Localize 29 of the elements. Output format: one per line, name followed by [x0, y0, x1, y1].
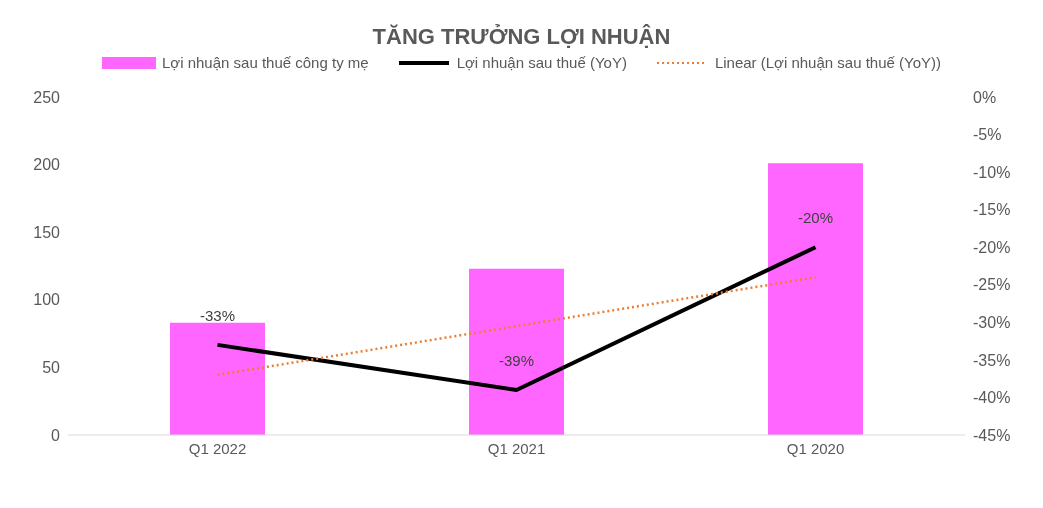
y-tick-label: 50 — [42, 359, 61, 377]
chart-title: TĂNG TRƯỞNG LỢI NHUẬN — [371, 24, 672, 50]
y2-tick-label: -5% — [973, 126, 1002, 144]
data-label: -39% — [498, 351, 535, 369]
y-tick-label: 250 — [33, 88, 61, 106]
y2-tick-label: 0% — [973, 88, 997, 106]
y2-tick-label: -25% — [973, 276, 1011, 294]
bar — [469, 268, 564, 435]
y2-tick-label: -30% — [973, 314, 1011, 332]
x-tick-label: Q1 2022 — [188, 439, 247, 457]
y-tick-label: 0 — [51, 426, 61, 444]
y2-tick-label: -45% — [973, 426, 1011, 444]
bar — [768, 163, 863, 435]
legend-label: Linear (Lợi nhuận sau thuế (YoY)) — [714, 54, 941, 71]
y-tick-label: 200 — [33, 156, 61, 174]
y-tick-label: 100 — [33, 291, 61, 309]
data-label: -20% — [797, 209, 834, 227]
x-tick-label: Q1 2021 — [487, 439, 546, 457]
y2-tick-label: -40% — [973, 389, 1011, 407]
y2-tick-label: -20% — [973, 238, 1011, 256]
y2-tick-label: -35% — [973, 351, 1011, 369]
bar — [170, 322, 265, 435]
y-tick-label: 150 — [33, 223, 61, 241]
y2-tick-label: -15% — [973, 201, 1011, 219]
x-tick-label: Q1 2020 — [786, 439, 845, 457]
y2-tick-label: -10% — [973, 163, 1011, 181]
legend-label: Lợi nhuận sau thuế (YoY) — [456, 54, 627, 71]
data-label: -33% — [199, 306, 236, 324]
legend-label: Lợi nhuận sau thuế công ty mẹ — [162, 54, 369, 71]
